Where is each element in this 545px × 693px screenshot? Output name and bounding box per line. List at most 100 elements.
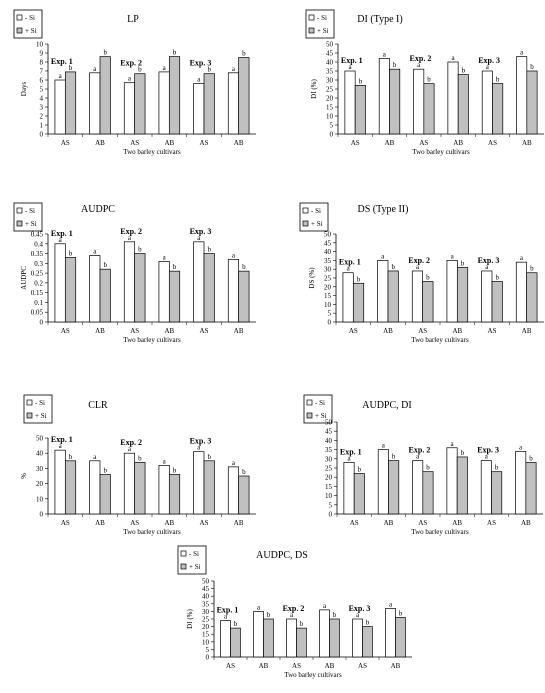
significance-letter: a — [451, 54, 455, 62]
x-axis-label: Two barley cultivars — [411, 528, 469, 536]
significance-letter: b — [69, 64, 73, 72]
significance-letter: a — [163, 253, 167, 261]
significance-letter: b — [357, 275, 361, 283]
bar-plus-si — [422, 281, 434, 323]
y-tick-label: 20 — [202, 623, 210, 631]
significance-letter: a — [224, 613, 228, 621]
significance-letter: a — [416, 453, 420, 461]
y-tick-label: 30 — [36, 465, 44, 473]
bar-plus-si — [456, 267, 469, 323]
category-label: AB — [385, 139, 395, 147]
bar-plus-si — [296, 627, 307, 658]
bar-minus-si — [446, 447, 458, 515]
bar-plus-si — [134, 73, 146, 135]
significance-letter: b — [173, 49, 177, 57]
bar-minus-si — [411, 270, 424, 323]
significance-letter: b — [495, 274, 499, 282]
y-tick-label: 0.2 — [34, 279, 43, 287]
legend-label: + Si — [25, 27, 37, 35]
bar-plus-si — [168, 474, 181, 515]
bar-plus-si — [491, 281, 503, 323]
significance-letter: b — [207, 453, 211, 461]
y-tick-label: 50 — [325, 419, 333, 427]
y-tick-label: 45 — [202, 585, 210, 593]
legend-label: - Si — [317, 14, 327, 22]
significance-letter: a — [128, 445, 132, 453]
y-axis-label: Days — [20, 82, 28, 97]
category-label: AS — [351, 139, 360, 147]
bar-plus-si — [526, 272, 538, 323]
y-tick-label: 2 — [40, 113, 44, 121]
significance-letter: b — [359, 77, 363, 85]
y-tick-label: 1 — [40, 122, 44, 130]
bar-plus-si — [423, 83, 435, 135]
significance-letter: b — [138, 66, 142, 74]
y-tick-label: 10 — [36, 41, 44, 49]
bar-plus-si — [203, 73, 215, 135]
legend-box — [13, 9, 43, 39]
bar-plus-si — [492, 83, 504, 135]
category-label: AS — [488, 139, 497, 147]
y-tick-label: 0.45 — [31, 231, 44, 239]
legend-swatch-plus-si — [302, 220, 309, 227]
bar-plus-si — [203, 253, 215, 323]
bar-plus-si — [168, 56, 181, 135]
category-label: AS — [200, 327, 209, 335]
y-tick-label: 5 — [40, 86, 44, 94]
category-label: AS — [488, 327, 497, 335]
y-tick-label: 15 — [325, 483, 333, 491]
category-label: AB — [521, 519, 531, 527]
legend-swatch-minus-si — [302, 207, 309, 214]
bar-minus-si — [342, 272, 354, 323]
chart-title: AUDPC, DI — [362, 400, 411, 411]
y-axis-label: % — [20, 473, 28, 479]
legend-label: - Si — [189, 550, 199, 558]
experiment-label: Exp. 3 — [349, 604, 371, 613]
y-tick-label: 10 — [324, 301, 332, 309]
bar-minus-si — [227, 259, 240, 323]
category-label: AB — [522, 327, 532, 335]
experiment-label: Exp. 2 — [120, 227, 142, 236]
bar-plus-si — [353, 473, 365, 515]
category-label: AS — [349, 327, 358, 335]
category-label: AB — [325, 662, 335, 670]
experiment-label: Exp. 2 — [120, 59, 142, 68]
category-label: AS — [419, 139, 428, 147]
experiment-label: Exp. 2 — [409, 446, 431, 455]
significance-letter: a — [232, 65, 236, 73]
significance-letter: a — [348, 63, 352, 71]
category-label: AB — [234, 327, 244, 335]
x-axis-label: Two barley cultivars — [412, 148, 470, 156]
significance-letter: a — [417, 61, 421, 69]
bar-plus-si — [64, 257, 77, 323]
y-tick-label: 50 — [324, 231, 332, 239]
legend-swatch-minus-si — [16, 14, 23, 21]
significance-letter: a — [389, 600, 393, 608]
bar-minus-si — [447, 61, 459, 135]
significance-letter: b — [461, 259, 465, 267]
y-tick-label: 0.35 — [31, 250, 44, 258]
category-label: AS — [350, 519, 359, 527]
category-label: AS — [418, 519, 427, 527]
y-tick-label: 0 — [40, 319, 44, 327]
legend-swatch-minus-si — [306, 399, 313, 406]
bar-plus-si — [329, 618, 340, 658]
significance-letter: a — [93, 453, 97, 461]
significance-letter: a — [197, 76, 201, 84]
experiment-label: Exp. 3 — [477, 446, 499, 455]
y-axis-label: DI (%) — [186, 609, 194, 629]
significance-letter: b — [103, 49, 107, 57]
significance-letter: a — [163, 64, 167, 72]
legend-label: + Si — [25, 220, 37, 228]
category-label: AB — [234, 519, 244, 527]
bar-minus-si — [344, 70, 356, 135]
bar-plus-si — [526, 70, 538, 135]
bar-plus-si — [238, 475, 250, 515]
category-label: AB — [391, 662, 401, 670]
legend-label: + Si — [189, 563, 201, 571]
experiment-label: Exp. 1 — [340, 447, 362, 456]
y-tick-label: 50 — [202, 578, 210, 586]
category-label: AB — [164, 327, 174, 335]
significance-letter: b — [173, 466, 177, 474]
